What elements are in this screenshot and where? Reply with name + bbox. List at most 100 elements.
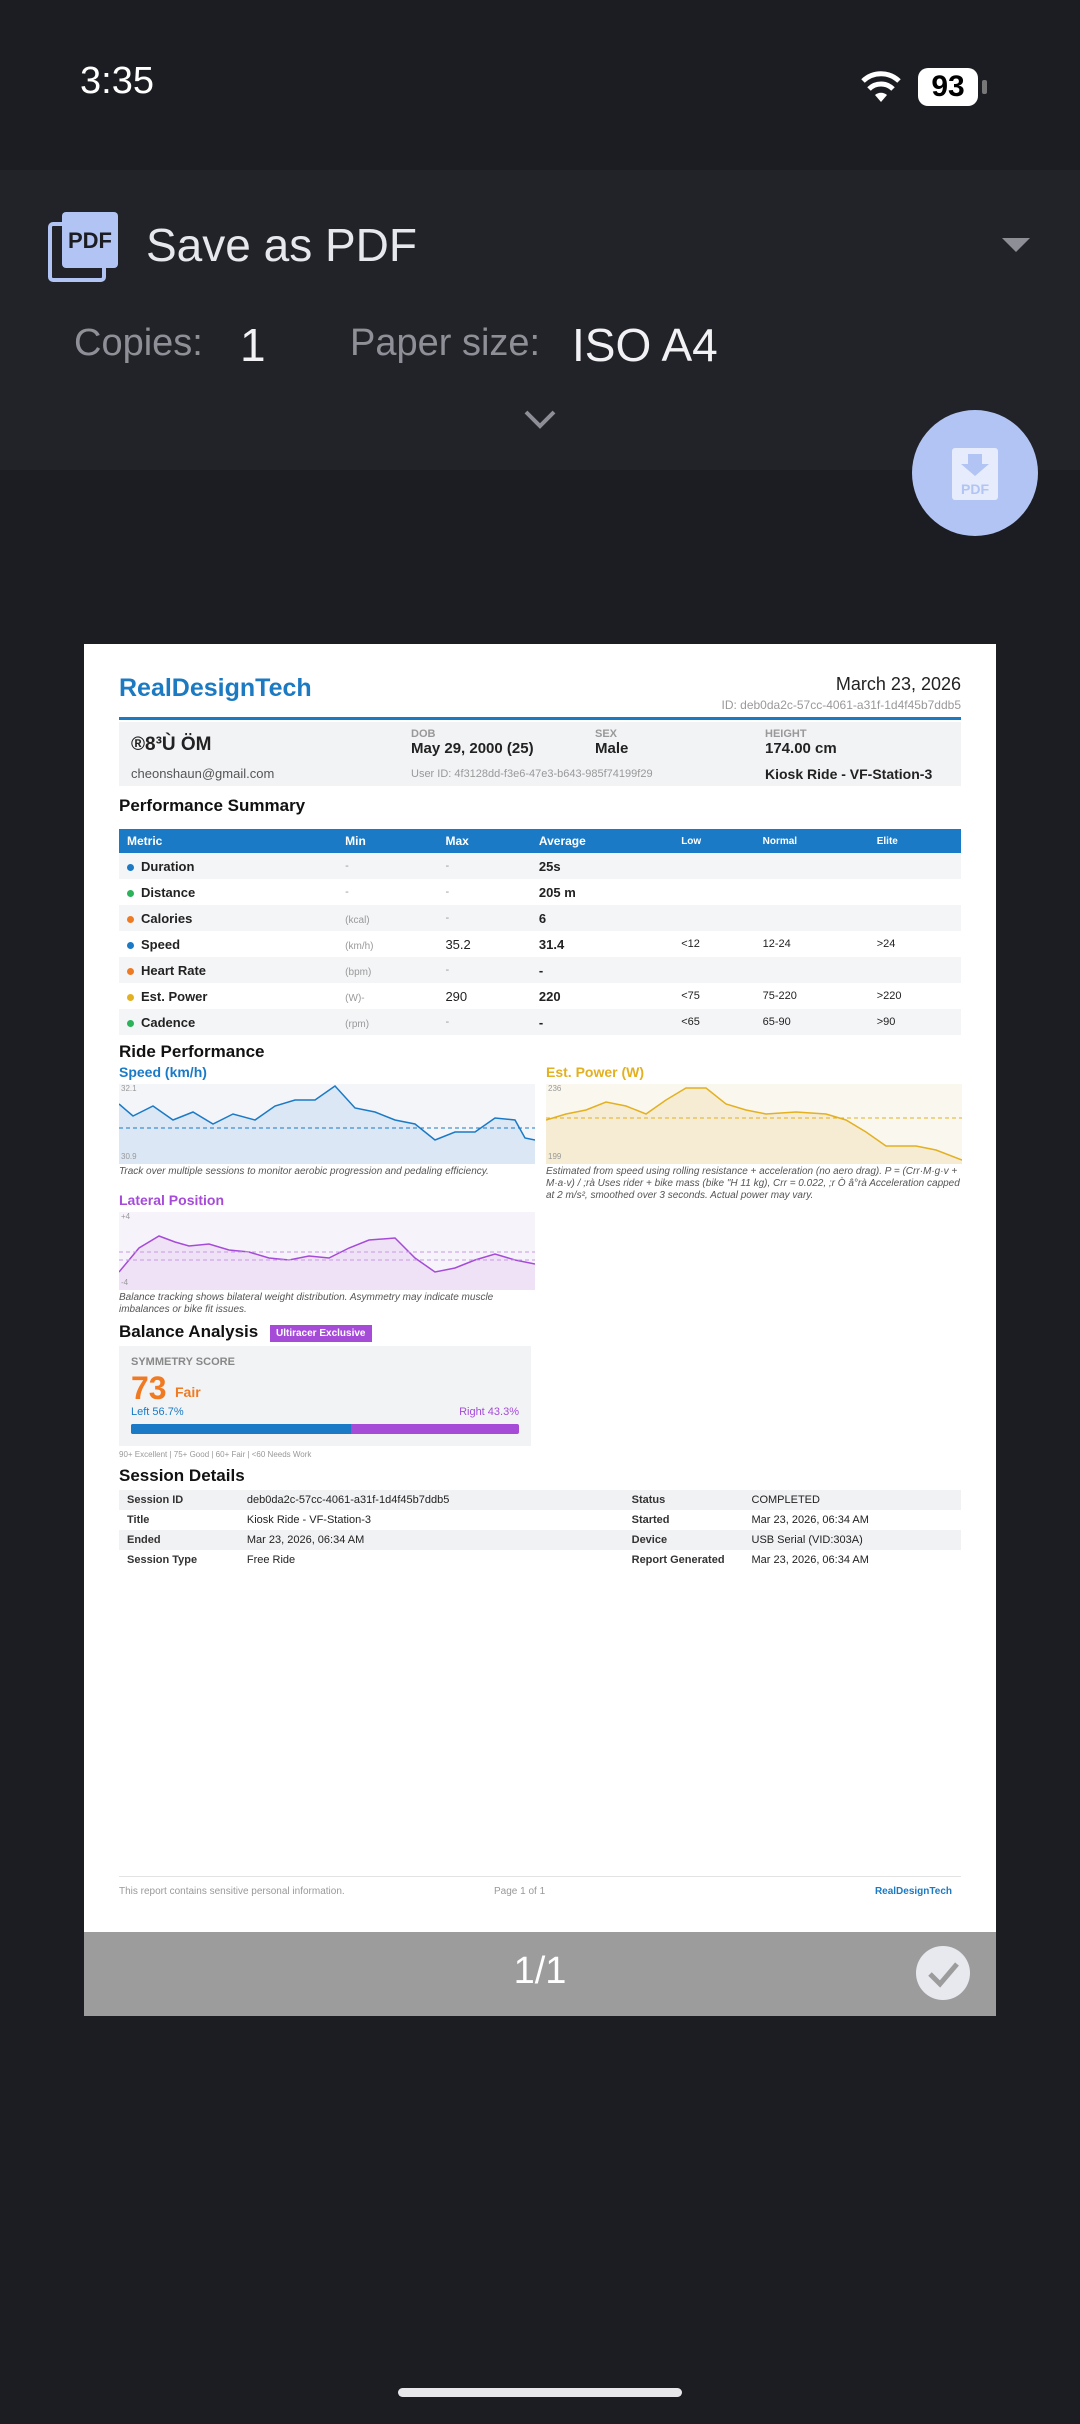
- home-indicator[interactable]: [398, 2388, 682, 2397]
- balance-title: Balance Analysis: [119, 1322, 259, 1341]
- session-value: Free Ride: [246, 1554, 296, 1566]
- session-row: Session Type Free Ride Report Generated Mar…: [119, 1550, 961, 1570]
- metric-name: Duration: [141, 858, 195, 874]
- copies-label: Copies:: [74, 322, 203, 364]
- power-ymin: 199: [548, 1152, 562, 1161]
- power-caption: Estimated from speed using rolling resis…: [546, 1166, 960, 1201]
- metric-dot-icon: [127, 1019, 134, 1027]
- check-icon[interactable]: [916, 1946, 970, 2000]
- metric-name: Est. Power: [141, 988, 208, 1004]
- speed-caption: Track over multiple sessions to monitor …: [119, 1166, 489, 1177]
- svg-text:PDF: PDF: [961, 481, 989, 497]
- svg-text:PDF: PDF: [68, 228, 112, 253]
- symmetry-label: SYMMETRY SCORE: [131, 1356, 235, 1368]
- speed-ymin: 30.9: [121, 1152, 137, 1161]
- avg-cell: -: [530, 1009, 674, 1035]
- sex-value: Male: [595, 740, 629, 757]
- elite-cell: >90: [868, 1009, 961, 1035]
- min-cell: (km/h): [337, 931, 437, 957]
- summary-header-cell: Elite: [868, 829, 961, 853]
- dob-value: May 29, 2000 (25): [411, 740, 534, 757]
- table-row: Calories (kcal) -6: [119, 905, 961, 931]
- metric-cell: Distance: [119, 879, 337, 905]
- lateral-line: [118, 1235, 536, 1273]
- session-value: Mar 23, 2026, 06:34 AM: [751, 1514, 869, 1526]
- speed-chart-title: Speed (km/h): [119, 1064, 207, 1080]
- copies-value[interactable]: 1: [240, 319, 266, 371]
- paper-size-label: Paper size:: [350, 322, 541, 364]
- avg-cell: 6: [530, 905, 674, 931]
- paper-size-value[interactable]: ISO A4: [572, 319, 718, 371]
- metric-name: Distance: [141, 884, 196, 900]
- expand-options-icon[interactable]: [522, 408, 558, 432]
- metric-cell: Duration: [119, 853, 338, 879]
- metric-dot-icon: [127, 863, 134, 871]
- min-cell: (rpm): [337, 1009, 438, 1035]
- metric-name: Cadence: [141, 1014, 196, 1030]
- elite-cell: [869, 879, 961, 905]
- wifi-icon: [861, 71, 901, 102]
- metric-name: Calories: [141, 910, 193, 926]
- right-percent: Right 43.3%: [459, 1406, 519, 1418]
- session-label: Title: [127, 1514, 150, 1526]
- unit-label: (W)-: [345, 992, 365, 1004]
- destination-select[interactable]: Save as PDF: [146, 219, 417, 271]
- page-indicator: 1/1: [513, 1950, 567, 1992]
- max-cell: -: [437, 905, 531, 931]
- ride-performance-title: Ride Performance: [119, 1042, 265, 1061]
- report-id: ID: deb0da2c-57cc-4061-a31f-1d4f45b7ddb5: [721, 698, 961, 712]
- session-details-table: Session ID deb0da2c-57cc-4061-a31f-1d4f45…: [119, 1490, 961, 1570]
- max-cell: -: [437, 957, 531, 983]
- max-cell: 290: [445, 988, 468, 1004]
- session-label: Session Type: [127, 1554, 198, 1566]
- height-value: 174.00 cm: [765, 740, 837, 757]
- avg-cell: 220: [538, 988, 561, 1004]
- summary-header-cell: Average: [530, 829, 674, 853]
- normal-cell: 75-220: [762, 990, 797, 1002]
- elite-cell: [868, 905, 961, 931]
- unit-label: (km/h): [345, 940, 374, 952]
- power-chart-title: Est. Power (W): [546, 1064, 645, 1080]
- normal-cell: [754, 905, 869, 931]
- power-ymax: 236: [548, 1084, 562, 1093]
- exclusive-badge: Ultiracer Exclusive: [270, 1325, 372, 1342]
- chevron-down-icon[interactable]: [1002, 238, 1030, 252]
- metric-cell: Cadence: [119, 1009, 338, 1035]
- symmetry-rating: Fair: [175, 1384, 201, 1400]
- balance-bar: [131, 1424, 519, 1434]
- speed-chart: 32.1 30.9: [118, 1084, 536, 1164]
- session-value: COMPLETED: [743, 1490, 961, 1510]
- normal-cell: [755, 879, 869, 905]
- metric-cell: Speed: [119, 931, 337, 957]
- page-preview[interactable]: RealDesignTech March 23, 2026 ID: deb0da…: [84, 644, 996, 2016]
- low-cell: [673, 905, 755, 931]
- summary-header-cell: Metric: [119, 829, 338, 853]
- low-cell: <65: [673, 1009, 755, 1035]
- normal-cell: [754, 957, 869, 983]
- report-brand: RealDesignTech: [119, 674, 312, 702]
- lateral-ymax: +4: [121, 1212, 131, 1221]
- max-cell: -: [437, 1009, 531, 1035]
- session-value: deb0da2c-57cc-4061-a31f-1d4f45b7ddb5: [238, 1490, 624, 1510]
- power-chart: 236 199: [545, 1084, 963, 1164]
- max-cell: -: [445, 886, 450, 898]
- header-rule: [119, 717, 961, 720]
- elite-cell: >24: [876, 938, 896, 950]
- save-pdf-button[interactable]: PDF: [912, 410, 1038, 536]
- normal-cell: 65-90: [754, 1009, 869, 1035]
- session-value: Mar 23, 2026, 06:34 AM: [751, 1554, 869, 1566]
- unit-label: (rpm): [345, 1018, 370, 1030]
- patient-info-box: ®8³Ù ÖM cheonshaun@gmail.com DOB May 29,…: [119, 722, 961, 786]
- normal-cell: 12-24: [762, 938, 791, 950]
- metric-cell: Calories: [119, 905, 338, 931]
- session-row: Title Kiosk Ride - VF-Station-3 Started Mar…: [119, 1510, 961, 1530]
- unit-label: (bpm): [345, 966, 372, 978]
- footer-note: This report contains sensitive personal …: [119, 1886, 345, 1897]
- footer-page: Page 1 of 1: [494, 1886, 546, 1897]
- session-label: Ended: [119, 1530, 239, 1550]
- metric-name: Heart Rate: [141, 962, 207, 978]
- avg-cell: -: [530, 957, 674, 983]
- station-name: Kiosk Ride - VF-Station-3: [765, 766, 933, 782]
- unit-label: (kcal): [345, 914, 370, 926]
- normal-cell: [754, 853, 869, 879]
